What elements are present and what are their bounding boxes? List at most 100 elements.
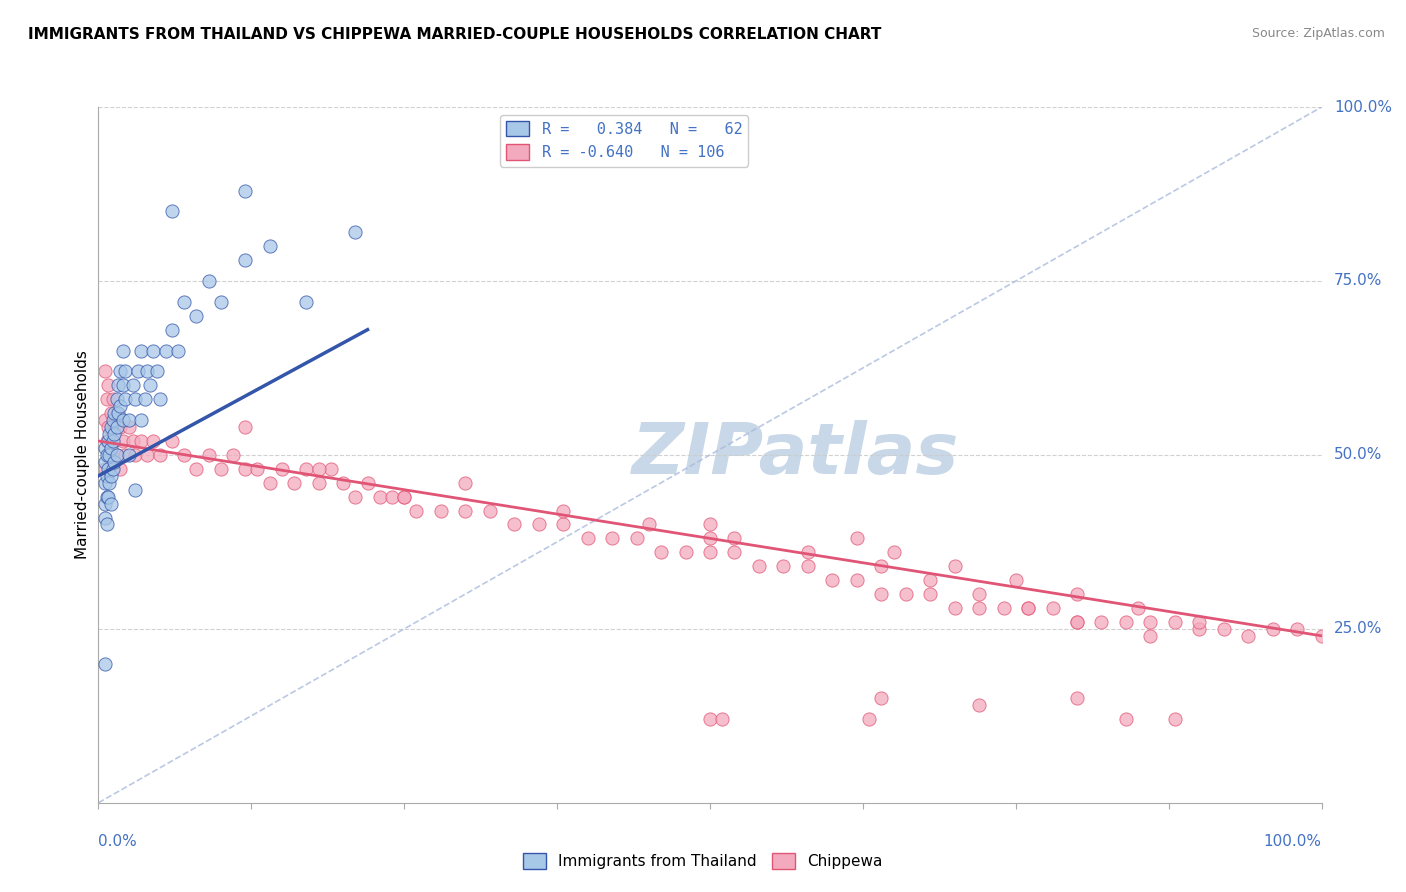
Point [1066, 615, 1088, 629]
Point [1286, 622, 1309, 636]
Y-axis label: Married-couple Households: Married-couple Households [75, 351, 90, 559]
Point [1090, 615, 1112, 629]
Point [699, 532, 721, 546]
Point [920, 573, 942, 587]
Point [93, 413, 115, 427]
Point [139, 378, 162, 392]
Point [967, 587, 990, 601]
Point [114, 364, 136, 378]
Point [173, 448, 195, 462]
Point [107, 406, 129, 420]
Point [105, 406, 128, 420]
Legend: R =   0.384   N =   62, R = -0.640   N = 106: R = 0.384 N = 62, R = -0.640 N = 106 [501, 115, 748, 167]
Point [626, 532, 648, 546]
Point [101, 434, 124, 448]
Point [259, 239, 281, 253]
Point [894, 587, 917, 601]
Point [821, 573, 844, 587]
Point [392, 490, 416, 504]
Point [699, 545, 721, 559]
Point [160, 434, 183, 448]
Point [553, 517, 575, 532]
Point [103, 455, 125, 469]
Point [209, 462, 232, 476]
Point [111, 343, 134, 358]
Point [98, 427, 121, 442]
Point [129, 413, 152, 427]
Point [772, 559, 794, 574]
Point [1212, 622, 1234, 636]
Point [96, 448, 118, 462]
Point [1237, 629, 1260, 643]
Point [98, 448, 121, 462]
Point [478, 503, 501, 517]
Point [173, 294, 195, 309]
Point [527, 517, 550, 532]
Point [356, 475, 378, 490]
Point [100, 441, 122, 455]
Point [186, 462, 208, 476]
Point [98, 475, 121, 490]
Point [222, 448, 245, 462]
Point [110, 462, 132, 476]
Point [197, 274, 219, 288]
Point [97, 420, 120, 434]
Point [711, 712, 734, 726]
Legend: Immigrants from Thailand, Chippewa: Immigrants from Thailand, Chippewa [517, 847, 889, 875]
Point [100, 406, 122, 420]
Point [96, 434, 118, 448]
Text: ZIPatlas: ZIPatlas [631, 420, 959, 490]
Point [295, 294, 318, 309]
Point [110, 399, 132, 413]
Point [870, 691, 893, 706]
Point [107, 378, 129, 392]
Point [155, 343, 177, 358]
Point [1128, 601, 1150, 615]
Point [699, 712, 721, 726]
Point [503, 517, 526, 532]
Point [111, 378, 134, 392]
Point [344, 490, 367, 504]
Point [101, 392, 124, 407]
Point [118, 413, 141, 427]
Point [1017, 601, 1039, 615]
Text: 100.0%: 100.0% [1264, 834, 1322, 849]
Point [430, 503, 453, 517]
Point [993, 601, 1015, 615]
Point [124, 448, 146, 462]
Point [101, 413, 124, 427]
Text: IMMIGRANTS FROM THAILAND VS CHIPPEWA MARRIED-COUPLE HOUSEHOLDS CORRELATION CHART: IMMIGRANTS FROM THAILAND VS CHIPPEWA MAR… [28, 27, 882, 42]
Point [93, 441, 115, 455]
Point [650, 545, 672, 559]
Point [1139, 615, 1161, 629]
Point [967, 698, 990, 713]
Point [100, 420, 122, 434]
Point [93, 510, 115, 524]
Point [845, 573, 868, 587]
Point [797, 559, 820, 574]
Point [121, 378, 143, 392]
Text: 100.0%: 100.0% [1334, 100, 1392, 114]
Point [101, 462, 124, 476]
Point [100, 468, 122, 483]
Point [105, 448, 128, 462]
Point [136, 364, 159, 378]
Point [97, 378, 120, 392]
Point [93, 475, 115, 490]
Point [105, 420, 128, 434]
Point [1115, 712, 1137, 726]
Point [246, 462, 269, 476]
Point [1188, 615, 1211, 629]
Point [748, 559, 770, 574]
Point [142, 434, 165, 448]
Text: Source: ZipAtlas.com: Source: ZipAtlas.com [1251, 27, 1385, 40]
Point [1115, 615, 1137, 629]
Point [1004, 573, 1026, 587]
Point [723, 545, 745, 559]
Point [96, 517, 118, 532]
Point [97, 462, 120, 476]
Point [1066, 615, 1088, 629]
Point [920, 587, 942, 601]
Point [97, 490, 120, 504]
Point [553, 503, 575, 517]
